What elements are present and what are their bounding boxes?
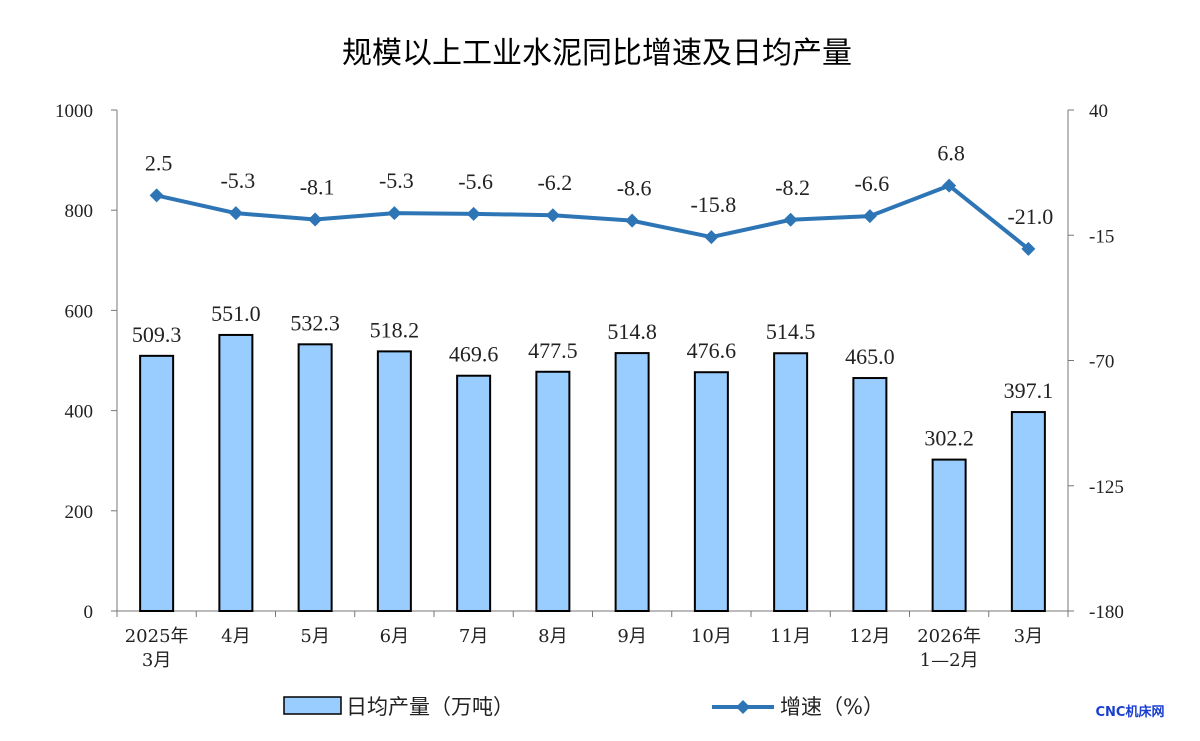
bar-value-label: 477.5 <box>528 338 578 363</box>
line-point <box>704 230 719 245</box>
x-category-label: 11月 <box>770 626 811 647</box>
line-value-label: -5.3 <box>379 168 414 193</box>
left-tick-label: 800 <box>65 201 94 222</box>
x-category-label: 1—2月 <box>920 650 979 671</box>
bar <box>297 343 333 612</box>
bar-value-label: 514.5 <box>766 319 816 344</box>
legend: 日均产量（万吨） 增速（%） <box>283 695 884 719</box>
line-point <box>1021 241 1036 256</box>
line-value-label: -6.2 <box>537 170 572 195</box>
x-category-label: 4月 <box>221 626 250 647</box>
right-tick-label: -180 <box>1089 602 1124 623</box>
right-tick-label: -70 <box>1089 352 1114 373</box>
right-tick-label: -15 <box>1089 226 1114 247</box>
line-point <box>783 212 798 227</box>
line-point <box>862 209 877 224</box>
bar <box>376 350 412 612</box>
bar-value-label: 476.6 <box>687 338 737 363</box>
x-category-label: 7月 <box>459 626 488 647</box>
bar-value-label: 302.2 <box>924 426 974 451</box>
line-value-label: -6.6 <box>854 171 889 196</box>
x-category-label: 5月 <box>300 626 329 647</box>
x-category-label: 2025年 <box>125 626 189 647</box>
left-tick-label: 0 <box>84 602 94 623</box>
bar <box>614 352 650 612</box>
watermark: CNC机床网 <box>1096 704 1165 720</box>
line-value-label: -8.1 <box>300 175 335 200</box>
line-value-label: -8.2 <box>775 175 810 200</box>
bar-value-label: 532.3 <box>290 310 340 335</box>
line-point <box>545 208 560 223</box>
bar-value-label: 465.0 <box>845 344 895 369</box>
x-category-label: 3月 <box>1014 626 1043 647</box>
legend-bar-label: 日均产量（万吨） <box>346 695 514 719</box>
x-category-label: 2026年 <box>917 626 981 647</box>
bar <box>1010 411 1046 612</box>
x-category-label: 12月 <box>849 626 890 647</box>
bar-value-label: 518.2 <box>370 317 420 342</box>
line-point <box>308 212 323 227</box>
bar <box>852 377 888 612</box>
line-value-label: -5.6 <box>458 169 493 194</box>
line-value-label: 2.5 <box>145 150 173 175</box>
axes: 0 200 400 600 800 1000 -180 -125 -70 -15 40 2025年 3月… <box>55 101 1124 671</box>
left-tick-label: 600 <box>65 301 94 322</box>
bar-value-label: 551.0 <box>211 301 261 326</box>
line-value-label: -21.0 <box>1007 204 1053 229</box>
line-series <box>149 178 1036 256</box>
bar <box>535 370 571 612</box>
bar-series <box>139 333 1046 613</box>
chart-title: 规模以上工业水泥同比增速及日均产量 <box>342 36 852 71</box>
line-value-label: 6.8 <box>937 141 965 166</box>
legend-line-label: 增速（%） <box>780 695 884 719</box>
line-value-label: -8.6 <box>617 176 652 201</box>
line-value-label: -5.3 <box>220 168 255 193</box>
bar-value-label: 509.3 <box>132 322 182 347</box>
line-point <box>228 206 243 221</box>
bar <box>139 354 175 612</box>
bar-value-label: 469.6 <box>449 342 499 367</box>
legend-bar-swatch <box>283 696 342 715</box>
line-point <box>387 206 402 221</box>
right-tick-label: 40 <box>1089 101 1108 122</box>
bar-value-label: 397.1 <box>1004 378 1054 403</box>
x-category-label: 6月 <box>380 626 409 647</box>
bar <box>456 374 492 612</box>
x-category-label: 10月 <box>691 626 732 647</box>
line-point <box>149 188 164 203</box>
data-labels: 509.3 551.0 532.3 518.2 469.6 477.5 514.8 476.6… <box>132 141 1053 451</box>
left-tick-label: 400 <box>65 402 94 423</box>
x-category-label: 8月 <box>538 626 567 647</box>
left-tick-label: 200 <box>65 502 94 523</box>
bar <box>773 352 809 612</box>
bar-value-label: 514.8 <box>607 319 657 344</box>
line-value-label: -15.8 <box>690 192 736 217</box>
growth-line <box>156 183 1030 251</box>
x-category-label: 3月 <box>142 650 171 671</box>
legend-line-marker <box>736 700 750 714</box>
x-category-label: 9月 <box>617 626 646 647</box>
bar <box>931 458 967 613</box>
line-point <box>625 213 640 228</box>
line-point <box>466 206 481 221</box>
bar <box>693 371 729 612</box>
bar <box>218 333 254 612</box>
line-point <box>942 178 957 193</box>
right-tick-label: -125 <box>1089 477 1124 498</box>
left-tick-label: 1000 <box>55 101 93 122</box>
